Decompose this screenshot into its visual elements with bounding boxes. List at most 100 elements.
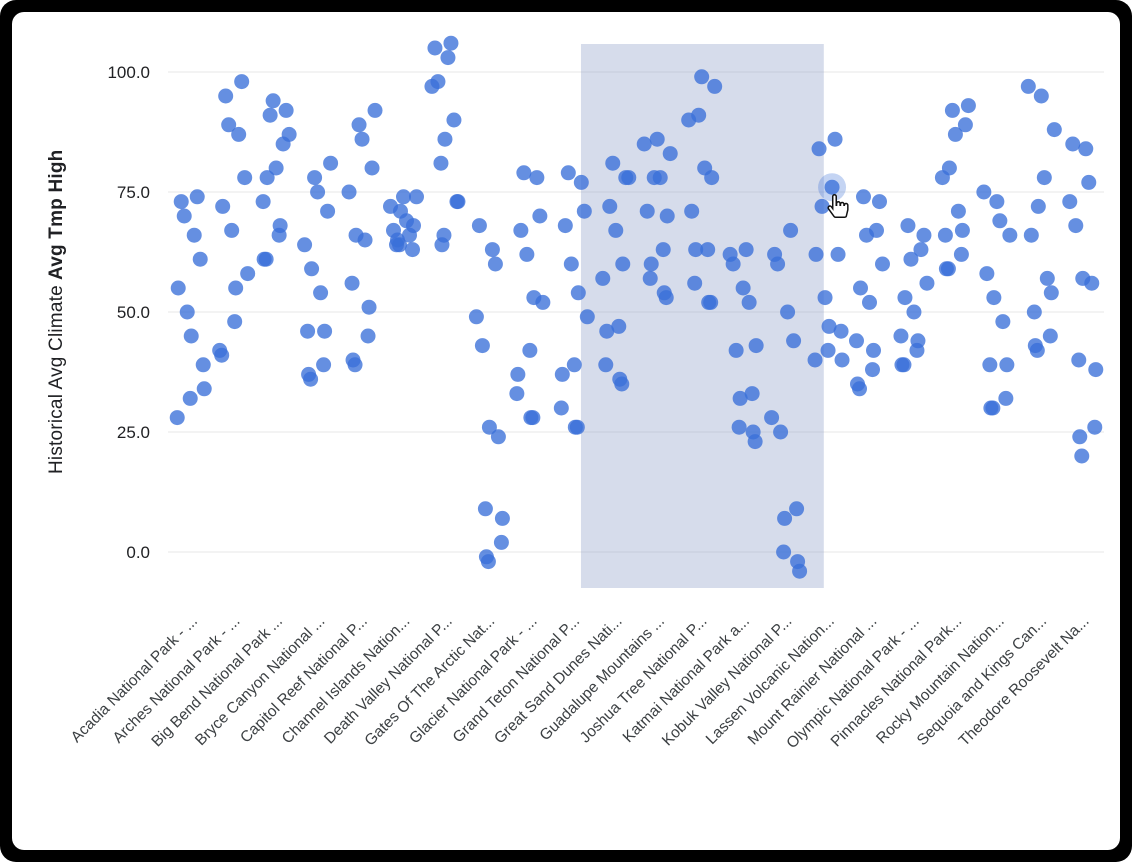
scatter-point[interactable]	[849, 333, 864, 349]
scatter-point[interactable]	[1062, 194, 1078, 210]
scatter-point[interactable]	[906, 304, 922, 320]
scatter-point[interactable]	[738, 242, 754, 258]
scatter-point[interactable]	[731, 419, 747, 435]
scatter-point[interactable]	[808, 246, 824, 262]
scatter-point[interactable]	[913, 242, 929, 258]
scatter-point[interactable]	[440, 50, 456, 66]
scatter-point[interactable]	[834, 352, 850, 368]
scatter-point[interactable]	[341, 184, 357, 200]
scatter-point[interactable]	[649, 131, 665, 147]
scatter-point[interactable]	[814, 198, 830, 214]
scatter-point[interactable]	[691, 107, 707, 123]
scatter-point[interactable]	[1039, 270, 1055, 286]
scatter-point[interactable]	[687, 275, 703, 291]
highlighted-scatter-point[interactable]	[824, 179, 840, 195]
scatter-point[interactable]	[351, 117, 367, 133]
scatter-point[interactable]	[446, 112, 462, 128]
scatter-point[interactable]	[344, 275, 360, 291]
scatter-point[interactable]	[481, 419, 497, 435]
scatter-point[interactable]	[390, 232, 405, 248]
scatter-point[interactable]	[954, 222, 970, 238]
scatter-point[interactable]	[783, 222, 799, 238]
scatter-point[interactable]	[916, 227, 932, 243]
scatter-point[interactable]	[234, 74, 250, 90]
scatter-point[interactable]	[494, 510, 510, 526]
scatter-point[interactable]	[599, 323, 615, 339]
scatter-point[interactable]	[567, 419, 583, 435]
scatter-point[interactable]	[1020, 78, 1036, 94]
scatter-point[interactable]	[728, 342, 744, 358]
scatter-point[interactable]	[573, 174, 589, 190]
scatter-point[interactable]	[1074, 448, 1090, 464]
scatter-point[interactable]	[937, 227, 953, 243]
scatter-point[interactable]	[509, 386, 525, 402]
scatter-point[interactable]	[1072, 429, 1088, 445]
scatter-point[interactable]	[1088, 362, 1104, 378]
scatter-point[interactable]	[773, 424, 789, 440]
scatter-point[interactable]	[532, 208, 548, 224]
scatter-point[interactable]	[595, 270, 611, 286]
scatter-point[interactable]	[598, 357, 614, 373]
scatter-point[interactable]	[830, 246, 846, 262]
scatter-point[interactable]	[938, 261, 954, 277]
scatter-point[interactable]	[807, 352, 823, 368]
scatter-point[interactable]	[853, 280, 868, 296]
scatter-point[interactable]	[615, 256, 631, 272]
scatter-point[interactable]	[833, 323, 849, 339]
scatter-point[interactable]	[406, 218, 421, 234]
scatter-point[interactable]	[310, 184, 326, 200]
scatter-point[interactable]	[523, 410, 539, 426]
scatter-point[interactable]	[700, 242, 716, 258]
scatter-point[interactable]	[526, 290, 542, 306]
scatter-point[interactable]	[437, 131, 453, 147]
scatter-point[interactable]	[195, 357, 211, 373]
scatter-point[interactable]	[170, 280, 186, 296]
scatter-point[interactable]	[786, 333, 802, 349]
scatter-point[interactable]	[1046, 122, 1062, 138]
scatter-point[interactable]	[182, 390, 198, 406]
scatter-point[interactable]	[776, 544, 792, 560]
scatter-point[interactable]	[1030, 198, 1046, 214]
scatter-point[interactable]	[487, 256, 503, 272]
scatter-point[interactable]	[636, 136, 652, 152]
scatter-point[interactable]	[944, 102, 960, 118]
scatter-point[interactable]	[228, 280, 244, 296]
scatter-point[interactable]	[764, 410, 780, 426]
scatter-point[interactable]	[655, 242, 671, 258]
scatter-point[interactable]	[1002, 227, 1018, 243]
scatter-point[interactable]	[259, 170, 275, 186]
scatter-point[interactable]	[307, 170, 323, 186]
scatter-point[interactable]	[850, 376, 865, 392]
scatter-point[interactable]	[317, 323, 333, 339]
scatter-point[interactable]	[265, 93, 281, 109]
scatter-point[interactable]	[722, 246, 738, 262]
scatter-point[interactable]	[999, 357, 1015, 373]
scatter-point[interactable]	[218, 88, 234, 104]
scatter-point[interactable]	[560, 165, 576, 181]
scatter-point[interactable]	[1087, 419, 1103, 435]
scatter-point[interactable]	[553, 400, 569, 416]
scatter-point[interactable]	[272, 218, 288, 234]
scatter-point[interactable]	[396, 189, 411, 205]
scatter-point[interactable]	[618, 170, 634, 186]
scatter-point[interactable]	[231, 126, 247, 142]
scatter-point[interactable]	[875, 256, 890, 272]
scatter-point[interactable]	[827, 131, 843, 147]
scatter-point[interactable]	[821, 318, 837, 334]
scatter-point[interactable]	[570, 285, 586, 301]
scatter-point[interactable]	[434, 237, 450, 253]
scatter-point[interactable]	[820, 342, 836, 358]
scatter-point[interactable]	[642, 270, 658, 286]
scatter-point[interactable]	[478, 549, 494, 565]
scatter-point[interactable]	[1027, 338, 1043, 354]
scatter-point[interactable]	[579, 309, 595, 325]
scatter-point[interactable]	[741, 294, 757, 310]
scatter-point[interactable]	[1068, 218, 1084, 234]
scatter-point[interactable]	[393, 203, 408, 219]
scatter-point[interactable]	[212, 342, 228, 358]
scatter-point[interactable]	[817, 290, 833, 306]
scatter-point[interactable]	[900, 218, 916, 234]
scatter-point[interactable]	[1023, 227, 1039, 243]
scatter-point[interactable]	[989, 194, 1005, 210]
scatter-point[interactable]	[748, 338, 764, 354]
